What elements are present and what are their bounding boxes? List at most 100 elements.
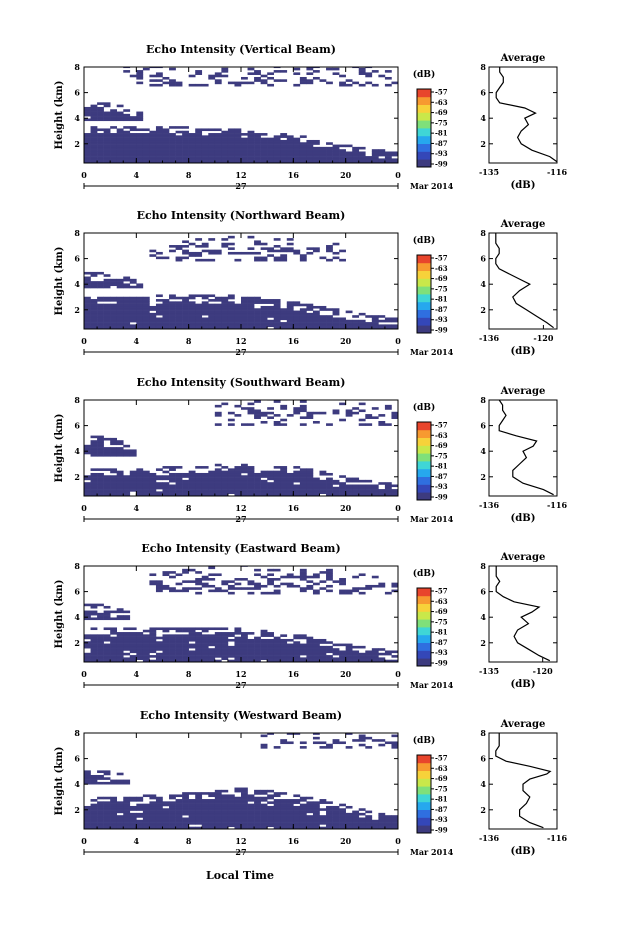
echo-cell xyxy=(286,137,294,141)
echo-cell xyxy=(175,477,183,481)
echo-cell xyxy=(149,139,157,143)
echo-cell xyxy=(332,805,340,809)
echo-cell xyxy=(136,296,144,300)
echo-cell xyxy=(116,643,124,647)
echo-cell xyxy=(339,322,346,325)
echo-cell xyxy=(110,822,118,825)
echo-cell xyxy=(97,283,104,287)
echo-cell xyxy=(286,652,294,656)
echo-cell xyxy=(84,310,91,314)
echo-cell xyxy=(273,423,281,426)
echo-cell xyxy=(214,299,222,302)
echo-cell xyxy=(254,491,261,494)
echo-cell xyxy=(103,484,111,488)
echo-cell xyxy=(201,156,209,159)
echo-cell xyxy=(123,278,131,282)
echo-cell xyxy=(378,743,386,747)
echo-cell xyxy=(319,652,327,656)
echo-cell xyxy=(155,72,163,75)
echo-cell xyxy=(339,475,346,478)
echo-cell xyxy=(97,770,104,773)
echo-cell xyxy=(182,308,189,311)
echo-cell xyxy=(188,294,196,298)
echo-cell xyxy=(149,641,157,644)
echo-cell xyxy=(155,584,163,588)
echo-cell xyxy=(155,659,163,663)
echo-cell xyxy=(234,655,242,658)
echo-cell xyxy=(234,160,242,164)
echo-cell xyxy=(312,736,320,740)
echo-cell xyxy=(378,815,386,818)
echo-cell xyxy=(195,133,203,136)
echo-cell xyxy=(97,493,104,497)
echo-cell xyxy=(260,133,268,136)
echo-cell xyxy=(286,648,294,651)
echo-cell xyxy=(221,319,229,323)
echo-cell xyxy=(234,139,242,143)
echo-cell xyxy=(221,317,229,321)
echo-cell xyxy=(299,826,307,830)
echo-cell xyxy=(391,746,399,749)
echo-cell xyxy=(345,411,353,415)
echo-cell xyxy=(241,468,248,471)
echo-cell xyxy=(149,636,157,640)
echo-cell xyxy=(116,296,124,300)
echo-cell xyxy=(149,475,157,478)
profile-x-tick-label: -116 xyxy=(547,167,567,177)
echo-cell xyxy=(280,643,288,647)
echo-cell xyxy=(332,643,340,647)
echo-cell xyxy=(247,310,255,314)
echo-cell xyxy=(90,822,98,825)
echo-cell xyxy=(241,799,248,802)
echo-cell xyxy=(84,781,91,785)
echo-cell xyxy=(227,301,235,304)
echo-cell xyxy=(339,149,346,152)
echo-cell xyxy=(352,324,360,327)
echo-cell xyxy=(136,113,144,117)
echo-cell xyxy=(352,655,360,658)
echo-cell xyxy=(136,645,144,649)
echo-cell xyxy=(371,659,379,663)
echo-cell xyxy=(195,580,203,583)
echo-cell xyxy=(84,615,91,618)
echo-cell xyxy=(123,451,131,455)
echo-cell xyxy=(149,322,157,325)
echo-cell xyxy=(214,324,222,327)
echo-cell xyxy=(208,659,216,663)
echo-cell xyxy=(312,312,320,316)
y-tick-label: 6 xyxy=(74,754,80,764)
echo-cell xyxy=(182,142,189,145)
echo-cell xyxy=(260,158,268,161)
echo-cell xyxy=(155,74,163,78)
echo-cell xyxy=(391,319,399,323)
echo-cell xyxy=(345,409,353,413)
echo-cell xyxy=(182,819,189,823)
echo-cell xyxy=(129,636,137,640)
echo-cell xyxy=(352,319,360,323)
echo-cell xyxy=(201,819,209,823)
echo-cell xyxy=(234,312,242,316)
echo-cell xyxy=(345,589,353,593)
echo-cell xyxy=(110,627,118,631)
echo-cell xyxy=(241,156,248,159)
echo-cell xyxy=(136,638,144,642)
echo-cell xyxy=(97,482,104,485)
echo-cell xyxy=(319,160,327,164)
echo-cell xyxy=(129,796,137,800)
echo-cell xyxy=(142,638,150,642)
echo-cell xyxy=(214,477,222,481)
echo-cell xyxy=(97,437,104,441)
echo-cell xyxy=(162,158,170,161)
echo-cell xyxy=(155,826,163,830)
echo-cell xyxy=(312,643,320,647)
beam-panel-2: Echo Intensity (Southward Beam)2468Heigh… xyxy=(54,376,567,524)
echo-cell xyxy=(123,299,131,302)
echo-cell xyxy=(149,648,157,651)
echo-cell xyxy=(378,326,386,330)
colorbar-unit: (dB) xyxy=(413,568,435,579)
echo-cell xyxy=(103,274,111,277)
echo-cell xyxy=(175,636,183,640)
echo-cell xyxy=(201,792,209,795)
echo-cell xyxy=(352,659,360,663)
echo-cell xyxy=(214,627,222,631)
